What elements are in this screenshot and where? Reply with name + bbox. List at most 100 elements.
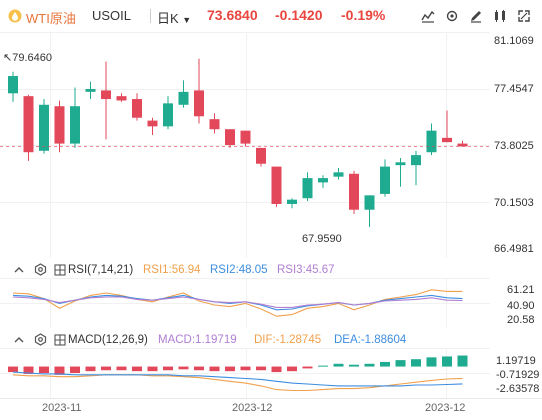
candlestick-chart[interactable]: [0, 32, 542, 258]
price-change-percent: -0.19%: [341, 7, 386, 23]
x-axis-label: 2023-11: [42, 402, 82, 414]
price-change: -0.1420: [275, 7, 323, 23]
macd-histogram-bar: [318, 365, 328, 367]
macd-histogram-bar: [364, 363, 375, 367]
candle-body: [147, 120, 158, 127]
chart-header: WTI原油 USOIL 日K ▼ 73.6840 -0.1420 -0.19%: [0, 0, 542, 32]
candle-body: [85, 88, 96, 92]
timeframe-selector[interactable]: 日K ▼: [157, 8, 191, 27]
settings-button[interactable]: [442, 6, 462, 26]
price-axis-label: 81.1069: [494, 35, 534, 47]
indicator-settings-icon[interactable]: [34, 333, 47, 346]
candle-body: [8, 76, 18, 94]
candle-body: [287, 199, 297, 204]
macd-histogram-bar: [54, 366, 65, 375]
candle-body: [209, 119, 220, 130]
macd-histogram-bar: [442, 356, 452, 367]
candle-body: [442, 137, 452, 143]
candle-body: [23, 96, 34, 153]
candle-body: [116, 96, 127, 101]
grid-icon[interactable]: [54, 334, 66, 346]
indicator-settings-icon[interactable]: [34, 263, 47, 276]
macd-histogram-bar: [85, 366, 96, 372]
macd-histogram-bar: [39, 366, 49, 373]
macd-axis-label: 1.19719: [496, 355, 536, 367]
x-axis-label: 2023-12: [232, 402, 273, 414]
collapse-chevron-icon[interactable]: [13, 334, 25, 346]
draw-tool-button[interactable]: [466, 6, 486, 26]
macd-histogram-bar: [8, 366, 18, 373]
current-price: 73.6840: [207, 7, 258, 23]
settings-icon: [446, 10, 458, 22]
candle-body: [178, 91, 189, 105]
collapse-chevron-icon[interactable]: [13, 264, 25, 276]
candle-body: [271, 166, 282, 204]
macd-histogram-bar: [70, 366, 80, 373]
price-axis-label: 66.4981: [494, 243, 534, 255]
candle-body: [225, 129, 235, 146]
macd-histogram-bar: [287, 366, 297, 372]
macd-histogram-bar: [333, 363, 344, 367]
symbol-code: USOIL: [92, 8, 132, 23]
candle-body: [333, 172, 344, 177]
rsi2-value: RSI2:48.05: [210, 264, 268, 276]
macd-histogram-bar: [395, 360, 406, 367]
macd-histogram-bar: [147, 366, 158, 372]
price-axis-label: 70.1503: [494, 197, 534, 209]
high-price-annotation: ↖79.6460: [3, 52, 52, 64]
candle-body: [426, 130, 437, 153]
macd-histogram-bar: [101, 366, 111, 371]
rsi-axis-label: 40.90: [507, 300, 535, 312]
indicator-compare-button[interactable]: [490, 6, 510, 26]
indicator-compare-icon: [495, 10, 505, 22]
grid-icon[interactable]: [54, 264, 66, 276]
macd-histogram-bar: [426, 357, 437, 367]
candle-body: [256, 147, 266, 164]
macd-histogram-bar: [194, 366, 204, 371]
rsi1-value: RSI1:56.94: [143, 264, 201, 276]
high-price-value: 79.6460: [12, 52, 52, 64]
rsi-label: RSI(7,14,21): [68, 264, 134, 276]
symbol-name[interactable]: WTI原油: [26, 11, 76, 26]
timeframe-label: 日K: [157, 11, 179, 26]
candle-body: [364, 195, 375, 210]
dif-line: [12, 374, 463, 392]
oil-drop-icon: [8, 9, 22, 23]
macd-histogram-bar: [380, 361, 390, 367]
macd-value: MACD:1.19719: [158, 334, 237, 346]
candle-body: [240, 130, 251, 144]
header-divider: [150, 9, 151, 23]
macd-chart[interactable]: [0, 348, 542, 398]
candle-body: [349, 173, 359, 210]
macd-histogram-bar: [457, 355, 468, 367]
line-chart-button[interactable]: [418, 6, 438, 26]
rsi-chart[interactable]: [0, 278, 542, 328]
rsi1-line: [12, 289, 463, 317]
line-chart-icon: [421, 10, 435, 23]
candle-body: [395, 162, 406, 166]
macd-histogram-bar: [132, 366, 142, 372]
candle-body: [132, 99, 142, 118]
macd-histogram-bar: [411, 359, 421, 367]
price-axis-label: 77.4547: [494, 83, 534, 95]
candle-body: [411, 155, 421, 166]
macd-axis-label: -2.63578: [496, 383, 540, 395]
price-axis-label: 73.8025: [494, 140, 534, 152]
candle-body: [70, 106, 80, 144]
fullscreen-button[interactable]: [514, 6, 534, 26]
macd-histogram-bar: [116, 366, 127, 371]
macd-histogram-bar: [271, 366, 282, 373]
low-price-annotation: 67.9590: [302, 233, 342, 245]
macd-histogram-bar: [163, 366, 173, 371]
candle-body: [54, 106, 65, 144]
candle-body: [380, 166, 390, 194]
macd-axis-label: -0.71929: [496, 369, 540, 381]
macd-histogram-bar: [240, 366, 251, 371]
candle-body: [101, 90, 111, 100]
x-axis-line: [0, 398, 542, 399]
macd-histogram-bar: [178, 366, 189, 370]
macd-histogram-bar: [225, 366, 235, 372]
fullscreen-icon: [518, 10, 530, 22]
macd-histogram-bar: [302, 366, 313, 369]
dif-value: DIF:-1.28745: [254, 334, 322, 346]
